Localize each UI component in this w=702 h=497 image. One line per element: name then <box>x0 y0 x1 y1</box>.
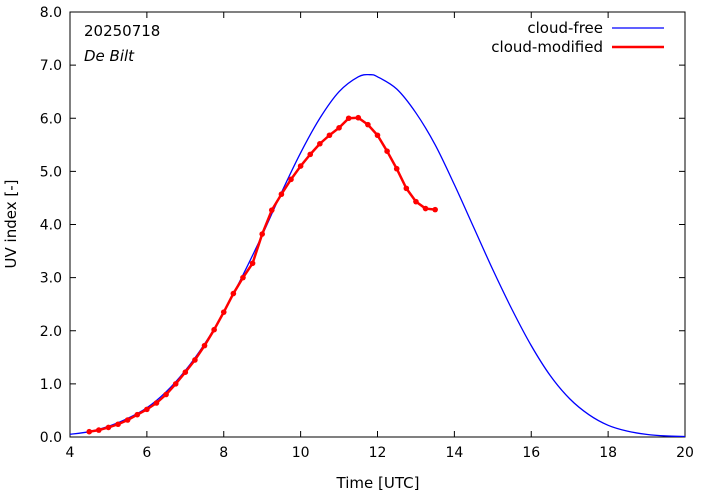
data-point-cloud-modified <box>182 369 189 375</box>
x-tick-label: 12 <box>369 445 387 461</box>
x-tick-label: 10 <box>292 445 310 461</box>
data-point-cloud-modified <box>278 191 285 198</box>
plot-frame <box>69 11 686 438</box>
data-point-cloud-modified <box>124 417 131 423</box>
data-point-cloud-modified <box>192 357 198 363</box>
x-tick-label: 4 <box>66 445 75 461</box>
axis-ticks: 4 6 8 10 12 14 16 18 20 0.0 1.0 2.0 3.0 4.0 5.0 6.0 7.0 8… <box>40 5 694 461</box>
data-point-cloud-modified <box>365 121 371 128</box>
x-tick-label: 16 <box>522 445 540 461</box>
data-point-cloud-modified <box>413 198 419 205</box>
data-point-cloud-modified <box>355 114 362 121</box>
legend-label-cloud-modified: cloud-modified <box>491 38 603 56</box>
data-point-cloud-modified <box>297 163 304 169</box>
y-tick-label: 0.0 <box>40 430 62 446</box>
x-tick-label: 20 <box>676 445 694 461</box>
legend-label-cloud-free: cloud-free <box>527 19 603 37</box>
data-point-cloud-modified <box>259 231 265 237</box>
data-point-cloud-modified <box>393 165 400 172</box>
data-point-cloud-modified <box>307 151 314 158</box>
data-point-cloud-modified <box>115 421 121 428</box>
data-point-cloud-modified <box>86 428 93 435</box>
data-point-cloud-modified <box>403 185 410 192</box>
series-line-cloud-modified <box>89 116 436 433</box>
y-tick-label: 3.0 <box>40 271 62 287</box>
data-point-cloud-modified <box>220 309 227 315</box>
y-axis-title: UV index [-] <box>2 180 20 269</box>
location-annotation: De Bilt <box>84 47 135 65</box>
legend: cloud-free cloud-modified <box>491 19 664 56</box>
data-point-cloud-modified <box>153 400 160 406</box>
data-point-cloud-modified <box>422 205 429 212</box>
data-point-cloud-modified <box>374 132 381 139</box>
data-point-cloud-modified <box>163 391 169 398</box>
data-point-cloud-modified <box>230 290 237 297</box>
x-tick-label: 18 <box>599 445 617 461</box>
date-annotation: 20250718 <box>84 22 160 40</box>
y-tick-label: 6.0 <box>40 111 62 127</box>
data-point-cloud-modified <box>96 427 102 433</box>
x-tick-label: 8 <box>219 445 228 461</box>
y-tick-label: 5.0 <box>40 164 62 180</box>
x-tick-label: 6 <box>142 445 151 461</box>
y-tick-label: 7.0 <box>40 58 62 74</box>
data-point-cloud-modified <box>345 115 352 122</box>
data-point-cloud-modified <box>288 176 294 183</box>
series-layer <box>69 73 686 438</box>
data-point-cloud-modified <box>336 125 342 131</box>
data-point-cloud-modified <box>201 342 208 349</box>
y-tick-label: 4.0 <box>40 218 62 234</box>
data-point-cloud-modified <box>134 411 141 418</box>
data-point-cloud-modified <box>317 140 323 147</box>
data-point-cloud-modified <box>144 406 150 413</box>
x-axis-title: Time [UTC] <box>336 474 420 492</box>
data-point-cloud-modified <box>432 206 438 213</box>
y-tick-label: 2.0 <box>40 324 62 340</box>
x-tick-label: 14 <box>445 445 463 461</box>
data-point-cloud-modified <box>172 381 179 387</box>
y-tick-label: 1.0 <box>40 377 62 393</box>
y-tick-label: 8.0 <box>40 5 62 21</box>
data-point-cloud-modified <box>249 260 256 267</box>
data-point-cloud-modified <box>384 148 390 154</box>
data-point-cloud-modified <box>268 207 275 213</box>
data-point-cloud-modified <box>240 274 246 281</box>
data-point-cloud-modified <box>211 326 217 333</box>
data-point-cloud-modified <box>105 424 112 431</box>
data-point-cloud-modified <box>326 132 333 139</box>
series-line-cloud-free <box>69 73 686 438</box>
